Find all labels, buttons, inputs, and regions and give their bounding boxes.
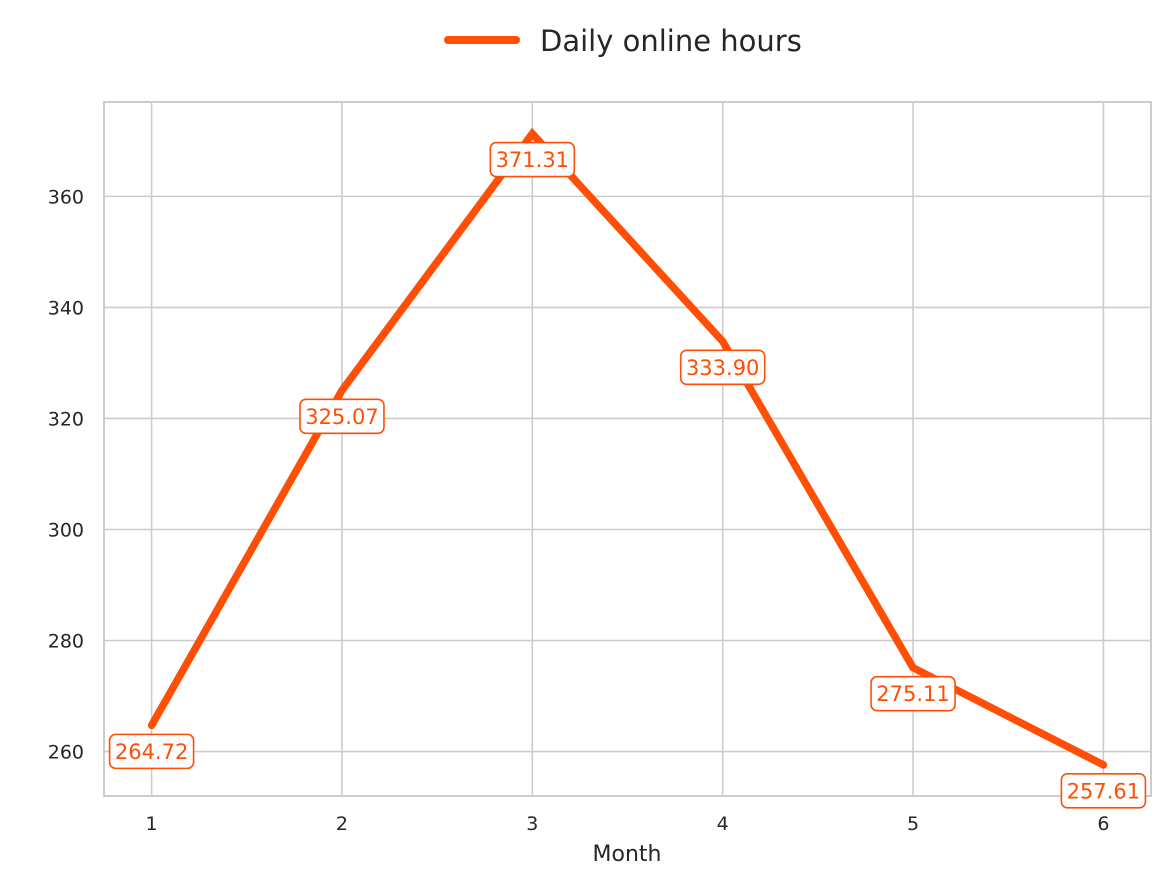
x-axis-title: Month xyxy=(593,842,662,867)
y-axis-tick-labels: 260 280 300 320 340 360 xyxy=(48,186,84,763)
data-label-box xyxy=(1060,773,1147,809)
data-label-box xyxy=(108,733,195,770)
legend-label: Daily online hours xyxy=(540,24,802,58)
data-label-6: 257.61 xyxy=(1060,773,1147,809)
data-labels: 264.72 325.07 371.31 333.90 275.11 257.61 xyxy=(108,141,1147,809)
data-label-5: 275.11 xyxy=(870,675,956,712)
data-label-1: 264.72 xyxy=(108,733,195,770)
data-label-text: 275.11 xyxy=(876,682,949,706)
y-tick-label-360: 360 xyxy=(48,186,84,208)
x-axis-tick-labels: 1 2 3 4 5 6 xyxy=(146,813,1110,835)
x-tick-label-5: 5 xyxy=(907,813,919,835)
data-label-2: 325.07 xyxy=(299,398,385,435)
series-daily-online-hours xyxy=(147,127,1108,769)
y-tick-label-340: 340 xyxy=(48,297,84,319)
x-tick-label-2: 2 xyxy=(336,813,348,835)
x-tick-label-3: 3 xyxy=(526,813,538,835)
data-label-box xyxy=(489,141,576,178)
data-label-box xyxy=(679,349,766,386)
x-tick-label-4: 4 xyxy=(717,813,729,835)
data-label-text: 325.07 xyxy=(305,405,378,429)
data-label-text: 264.72 xyxy=(115,740,188,764)
data-label-box xyxy=(299,398,385,435)
data-label-4: 333.90 xyxy=(679,349,766,386)
data-label-3: 371.31 xyxy=(489,141,576,178)
x-tick-label-6: 6 xyxy=(1097,813,1109,835)
data-label-box xyxy=(870,675,956,712)
series-line-0 xyxy=(147,127,1108,769)
data-label-text: 257.61 xyxy=(1067,779,1140,803)
data-label-text: 333.90 xyxy=(686,356,759,380)
y-tick-label-300: 300 xyxy=(48,520,84,542)
plot-frame xyxy=(103,101,1152,797)
data-label-text: 371.31 xyxy=(496,148,569,172)
legend[interactable]: Daily online hours xyxy=(444,24,802,58)
x-tick-label-1: 1 xyxy=(146,813,158,835)
grid xyxy=(104,102,1151,796)
y-tick-label-280: 280 xyxy=(48,631,84,653)
y-tick-label-320: 320 xyxy=(48,408,84,430)
y-tick-label-260: 260 xyxy=(48,742,84,764)
